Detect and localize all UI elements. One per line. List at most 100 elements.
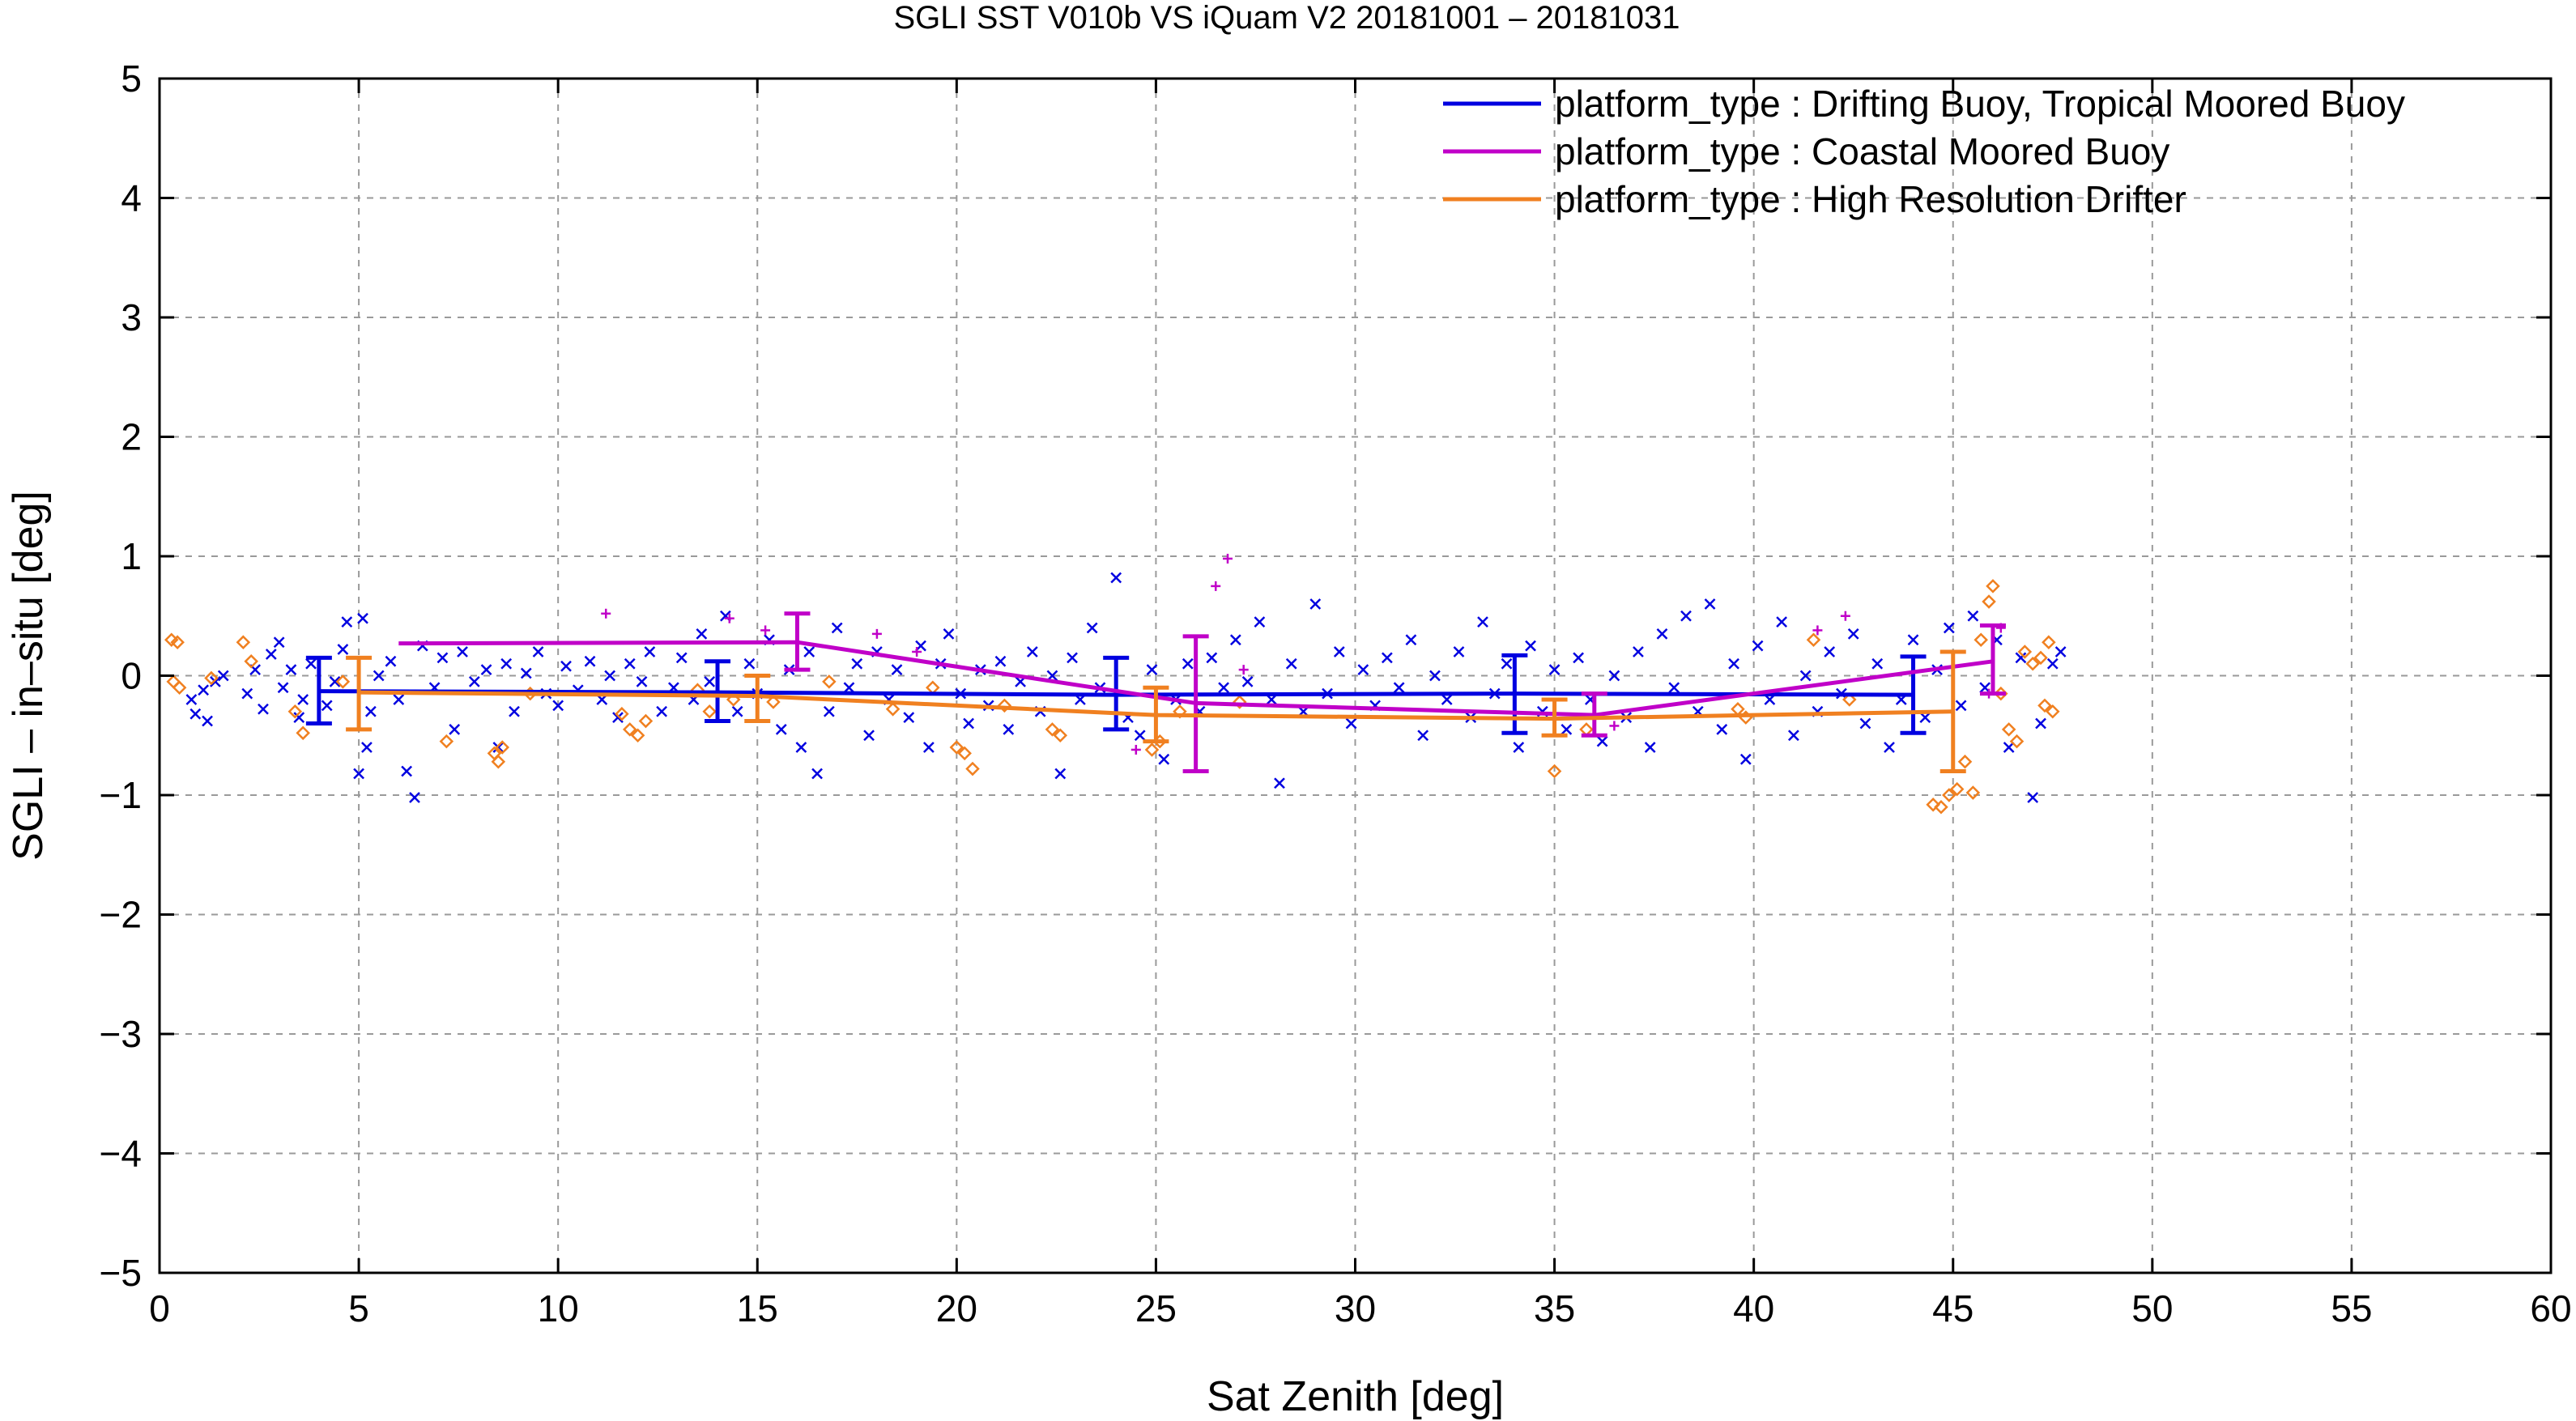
data-point-cross xyxy=(1644,742,1656,753)
x-tick-label: 0 xyxy=(149,1287,170,1330)
grid xyxy=(160,79,2551,1273)
data-point-cross xyxy=(393,694,405,705)
data-point-cross xyxy=(943,628,955,640)
legend-label: platform_type : Coastal Moored Buoy xyxy=(1555,130,2169,172)
data-point-diamond xyxy=(1547,764,1562,779)
data-point-cross xyxy=(305,657,317,670)
data-point-cross xyxy=(1393,682,1405,694)
data-point-plus xyxy=(912,647,922,657)
data-point-cross xyxy=(803,646,815,657)
data-point-cross xyxy=(2054,646,2067,657)
data-point-diamond xyxy=(170,635,185,649)
data-point-cross xyxy=(636,675,648,687)
y-tick-label: 3 xyxy=(121,296,142,338)
x-tick-label: 40 xyxy=(1733,1287,1774,1330)
data-point-diamond xyxy=(2001,722,2016,737)
data-point-cross xyxy=(1274,777,1285,789)
data-point-diamond xyxy=(172,680,187,696)
data-point-diamond xyxy=(491,754,506,769)
data-point-plus xyxy=(1609,721,1620,731)
data-point-cross xyxy=(1633,646,1644,657)
data-point-cross xyxy=(811,768,823,780)
data-point-cross xyxy=(1776,616,1788,628)
data-point-cross xyxy=(624,657,636,670)
data-point-diamond xyxy=(2042,635,2056,649)
data-point-diamond xyxy=(1957,754,1973,769)
error-bar xyxy=(1143,685,1169,744)
data-point-cross xyxy=(1405,634,1417,646)
legend-label: platform_type : High Resolution Drifter xyxy=(1555,178,2186,220)
data-point-cross xyxy=(1067,652,1078,664)
data-point-cross xyxy=(329,675,341,687)
data-point-cross xyxy=(1357,664,1369,676)
data-point-cross xyxy=(532,646,544,657)
data-point-cross xyxy=(863,730,875,742)
y-tick-label: −3 xyxy=(100,1013,142,1055)
y-tick-label: 5 xyxy=(121,57,142,100)
error-bar xyxy=(1182,634,1209,773)
data-point-cross xyxy=(843,682,855,694)
data-point-diamond xyxy=(2033,650,2048,666)
data-point-cross xyxy=(258,703,269,715)
data-point-cross xyxy=(1967,610,1979,622)
data-point-diamond xyxy=(1806,632,1821,648)
chart-title: SGLI SST V010b VS iQuam V2 20181001 – 20… xyxy=(893,0,1680,36)
data-point-diamond xyxy=(997,698,1012,713)
data-point-cross xyxy=(1501,657,1513,670)
data-point-cross xyxy=(1787,730,1799,742)
data-point-diamond xyxy=(2046,704,2060,719)
data-point-diamond xyxy=(1942,788,1956,802)
data-point-cross xyxy=(552,700,564,712)
data-point-cross xyxy=(449,723,461,735)
data-point-cross xyxy=(963,717,974,730)
data-point-cross xyxy=(831,622,843,634)
data-point-diamond xyxy=(495,740,510,755)
data-point-cross xyxy=(385,655,397,667)
data-point-diamond xyxy=(1982,594,1996,609)
data-point-diamond xyxy=(244,654,258,669)
data-point-cross xyxy=(373,670,385,682)
data-point-cross xyxy=(1943,622,1955,634)
data-point-cross xyxy=(1309,598,1322,610)
data-point-cross xyxy=(2046,657,2059,670)
data-point-cross xyxy=(353,768,364,780)
data-point-cross xyxy=(1229,634,1241,646)
data-point-cross xyxy=(1110,572,1122,584)
data-point-diamond xyxy=(615,706,629,721)
data-point-cross xyxy=(1859,717,1871,730)
data-point-cross xyxy=(1548,664,1561,676)
x-tick-label: 30 xyxy=(1335,1287,1376,1330)
error-bar xyxy=(1581,691,1607,738)
data-point-cross xyxy=(361,742,373,753)
data-point-cross xyxy=(1453,646,1465,657)
data-point-diamond xyxy=(766,695,781,709)
data-point-cross xyxy=(2003,742,2015,753)
data-point-plus xyxy=(1223,553,1233,564)
data-point-cross xyxy=(1704,598,1716,610)
data-point-cross xyxy=(1086,622,1098,634)
data-point-cross xyxy=(1285,657,1297,670)
data-point-diamond xyxy=(965,761,980,776)
data-point-cross xyxy=(1728,657,1739,670)
data-point-cross xyxy=(2035,717,2046,730)
x-tick-label: 5 xyxy=(348,1287,369,1330)
x-tick-label: 20 xyxy=(936,1287,977,1330)
data-point-cross xyxy=(357,612,368,624)
data-point-cross xyxy=(285,664,297,676)
data-point-cross xyxy=(922,742,935,753)
data-point-diamond xyxy=(926,680,940,696)
data-point-plus xyxy=(1130,744,1141,755)
data-point-cross xyxy=(1333,646,1345,657)
data-point-cross xyxy=(364,705,377,717)
data-point-cross xyxy=(1218,682,1229,694)
data-point-cross xyxy=(337,644,349,655)
data-point-cross xyxy=(1716,723,1728,735)
data-point-cross xyxy=(704,675,716,687)
data-point-cross xyxy=(1182,657,1194,670)
data-point-plus xyxy=(601,608,611,619)
data-point-diamond xyxy=(335,674,351,689)
x-tick-label: 10 xyxy=(538,1287,579,1330)
data-point-cross xyxy=(241,687,253,700)
data-point-cross xyxy=(198,684,210,696)
